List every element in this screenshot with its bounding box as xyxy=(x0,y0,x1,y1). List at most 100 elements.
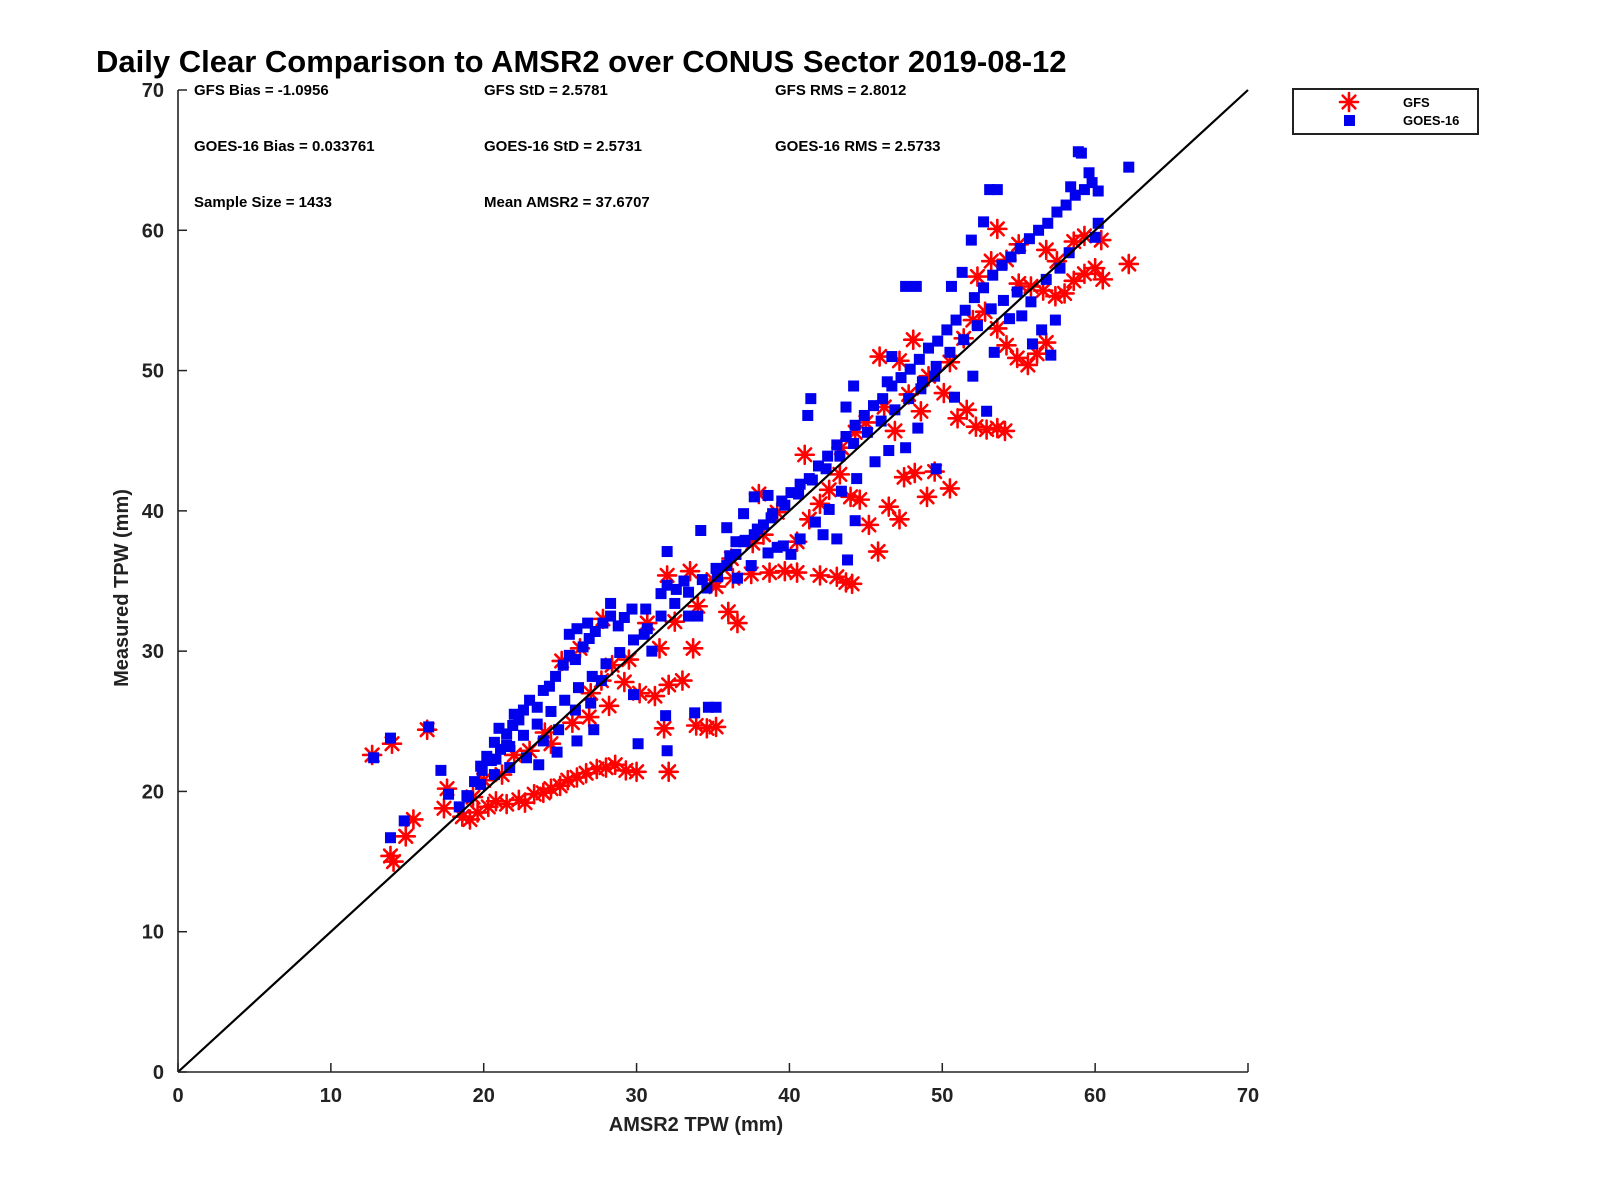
asterisk-stroke xyxy=(1038,242,1054,258)
gfs-point xyxy=(477,796,499,818)
goes16-point xyxy=(877,393,889,405)
asterisk-stroke xyxy=(983,253,999,269)
goes16-point xyxy=(858,409,870,421)
asterisk-stroke xyxy=(589,761,605,777)
goes16-point xyxy=(1005,251,1017,263)
asterisk-stroke xyxy=(907,465,923,481)
gfs-point xyxy=(626,761,647,783)
x-tick-label: 0 xyxy=(172,1085,183,1107)
goes16-point xyxy=(1051,206,1063,218)
goes16-point xyxy=(762,547,774,559)
gfs-point xyxy=(685,715,707,736)
goes16-point xyxy=(557,659,569,671)
asterisk-stroke xyxy=(1035,282,1051,299)
goes16-point xyxy=(886,351,898,363)
goes16-point xyxy=(1065,181,1077,193)
goes16-point xyxy=(771,541,783,553)
goes16-point xyxy=(508,708,520,720)
stat-gfs-std: GFS StD = 2.5781 xyxy=(484,82,608,99)
goes16-point xyxy=(453,801,465,813)
goes16-point xyxy=(571,623,583,635)
asterisk-stroke xyxy=(812,567,828,584)
goes16-point xyxy=(531,701,543,713)
goes16-point xyxy=(435,764,447,776)
gfs-point xyxy=(1084,257,1106,279)
goes16-point xyxy=(913,353,925,365)
goes16-point xyxy=(721,560,733,572)
goes16-point xyxy=(695,524,707,536)
goes16-point xyxy=(683,586,695,598)
asterisk-stroke xyxy=(384,736,400,752)
asterisk-stroke xyxy=(965,312,981,328)
goes16-point xyxy=(842,554,854,566)
gfs-point xyxy=(987,318,1008,339)
gfs-point xyxy=(1063,270,1085,292)
goes16-point xyxy=(586,670,598,682)
x-axis-ticks: 0 10 20 30 40 50 60 70 xyxy=(172,1063,1259,1107)
legend: GFS GOES-16 xyxy=(1292,88,1479,135)
gfs-point xyxy=(705,716,727,738)
goes16-point xyxy=(883,445,895,457)
gfs-point xyxy=(1035,332,1057,353)
asterisk-stroke xyxy=(699,720,715,736)
asterisk-stroke xyxy=(552,778,568,794)
goes16-point xyxy=(724,550,736,562)
goes16-point xyxy=(660,710,672,722)
goes16-point xyxy=(469,776,481,788)
asterisk-stroke xyxy=(998,337,1015,353)
gfs-point xyxy=(1045,285,1066,307)
goes16-point xyxy=(805,393,817,405)
goes16-point xyxy=(849,515,861,527)
goes16-point xyxy=(618,611,630,623)
stats-block: GFS Bias = -1.0956 GFS StD = 2.5781 GFS … xyxy=(194,82,941,211)
asterisk-stroke xyxy=(969,268,986,285)
goes16-point xyxy=(932,335,944,347)
y-axis-ticks: 0 10 20 30 40 50 60 70 xyxy=(142,80,187,1084)
goes16-point xyxy=(588,724,600,736)
goes16-point xyxy=(585,697,597,709)
asterisk-stroke xyxy=(852,491,868,508)
goes16-point xyxy=(384,732,396,744)
gfs-point xyxy=(578,706,600,728)
goes16-point xyxy=(806,474,818,486)
stat-goes-std: GOES-16 StD = 2.5731 xyxy=(484,138,642,155)
goes16-point xyxy=(1086,177,1098,189)
asterisk-stroke xyxy=(382,848,399,864)
gfs-point xyxy=(615,760,637,781)
asterisk-stroke xyxy=(761,564,778,581)
goes16-point xyxy=(678,575,690,587)
goes16-point xyxy=(612,620,624,632)
goes16-point xyxy=(1069,189,1081,201)
asterisk-stroke xyxy=(858,414,874,431)
goes16-point xyxy=(696,574,708,586)
goes16-point xyxy=(475,778,487,790)
goes16-point xyxy=(959,304,971,316)
goes16-point xyxy=(1011,286,1023,298)
goes16-point xyxy=(504,741,516,753)
asterisk-stroke xyxy=(616,674,633,690)
asterisk-stroke xyxy=(1066,233,1082,250)
goes16-point xyxy=(987,269,999,281)
asterisk-stroke xyxy=(1093,232,1109,248)
gfs-point xyxy=(485,790,507,812)
goes16-point xyxy=(398,815,410,827)
asterisk-stroke xyxy=(661,764,677,780)
goes16-point xyxy=(545,705,557,717)
goes16-point xyxy=(985,303,997,315)
gfs-point xyxy=(910,400,932,422)
goes16-point xyxy=(812,460,824,472)
asterisk-stroke xyxy=(989,221,1005,237)
goes16-point xyxy=(550,670,562,682)
goes16-point xyxy=(731,572,743,584)
asterisk-stroke xyxy=(887,423,903,439)
asterisk-stroke xyxy=(871,348,888,365)
goes16-point xyxy=(655,588,667,600)
asterisk-stroke xyxy=(729,615,746,631)
gfs-point xyxy=(614,671,635,693)
asterisk-stroke xyxy=(891,353,908,369)
y-tick-label: 50 xyxy=(142,361,164,383)
gfs-point xyxy=(717,601,739,623)
asterisk-stroke xyxy=(838,574,854,591)
asterisk-stroke xyxy=(913,403,929,419)
legend-goes16-marker xyxy=(1344,115,1355,126)
